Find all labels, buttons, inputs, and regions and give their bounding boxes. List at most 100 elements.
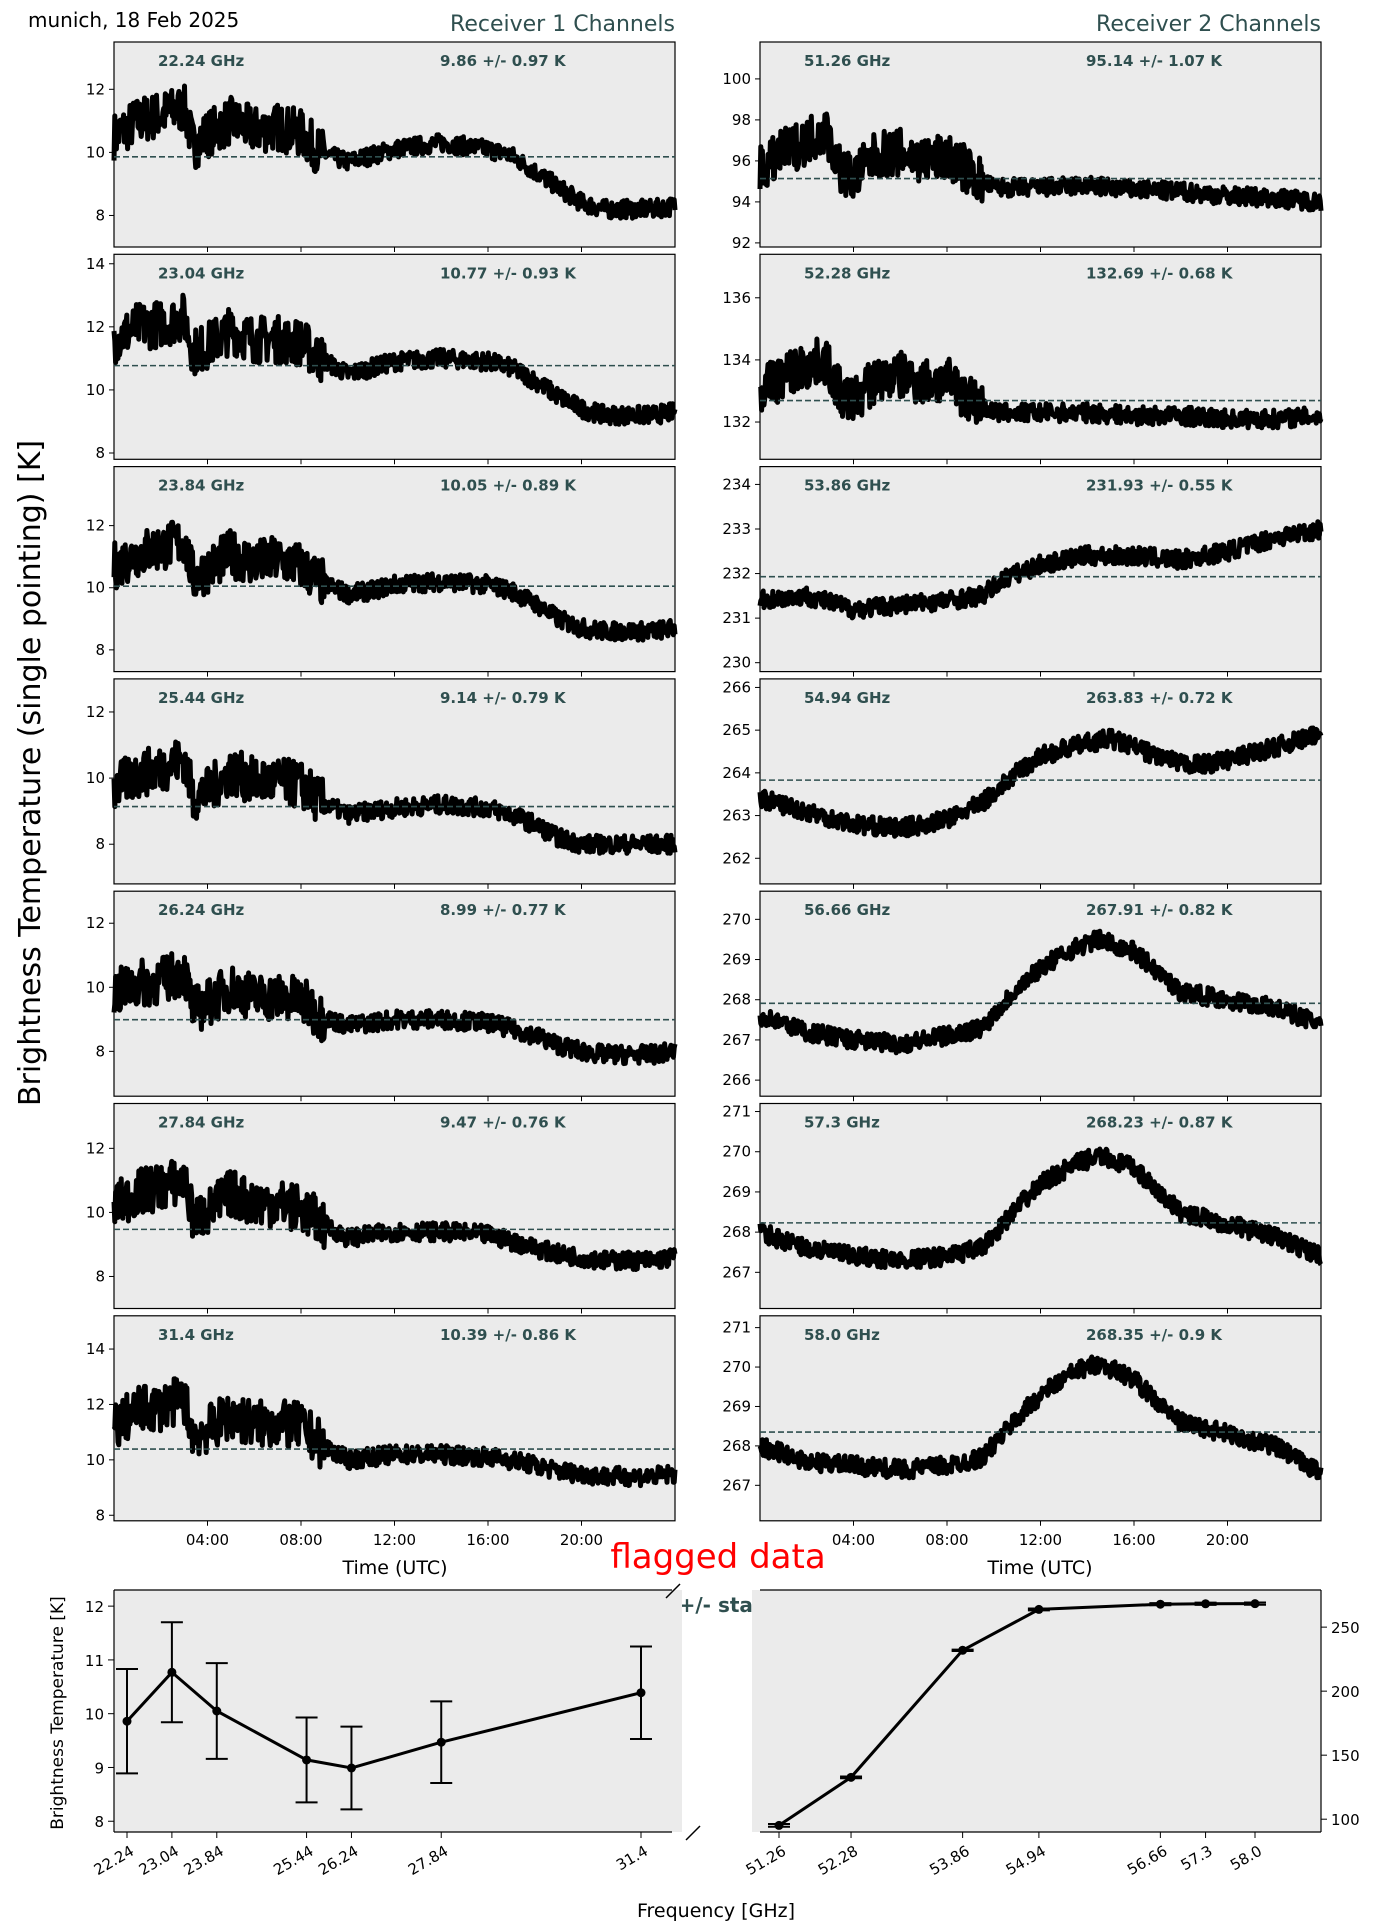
channel-panel: 8 10 12 23.84 GHz 10.05 +/- 0.89 K — [86, 466, 678, 677]
mean-marker — [1034, 1604, 1044, 1614]
y-tick-label: 266 — [722, 678, 751, 696]
panel-background — [759, 41, 1322, 248]
mean-marker — [1155, 1599, 1165, 1609]
summary-y-tick-label-right: 100 — [1331, 1811, 1360, 1829]
y-tick-label: 8 — [95, 641, 105, 659]
y-tick-label: 100 — [722, 70, 751, 88]
channel-stat-label: 263.83 +/- 0.72 K — [1086, 689, 1234, 707]
y-tick-label: 12 — [86, 703, 105, 721]
y-tick-label: 267 — [722, 1263, 751, 1281]
y-tick-label: 8 — [95, 835, 105, 853]
brightness-temperature-trace — [111, 519, 678, 643]
mean-marker — [1201, 1599, 1211, 1609]
y-tick-label: 268 — [722, 1437, 751, 1455]
brightness-temperature-trace — [111, 83, 678, 221]
summary-y-tick-label-right: 200 — [1331, 1683, 1360, 1701]
brightness-temperature-trace — [757, 1146, 1323, 1270]
y-tick-label: 96 — [732, 152, 751, 170]
y-tick-label: 263 — [722, 807, 751, 825]
channel-stat-label: 10.77 +/- 0.93 K — [440, 264, 577, 282]
brightness-temperature-trace — [111, 292, 678, 427]
mean-marker — [436, 1737, 446, 1747]
summary-x-tick-label: 58.0 — [1227, 1842, 1265, 1874]
channel-frequency-label: 58.0 GHz — [804, 1326, 880, 1344]
y-tick-label: 10 — [86, 978, 105, 996]
y-tick-label: 269 — [722, 951, 751, 969]
channel-stat-label: 267.91 +/- 0.82 K — [1086, 901, 1234, 919]
receiver-2-title: Receiver 2 Channels — [1096, 12, 1321, 37]
y-tick-label: 98 — [732, 111, 751, 129]
channel-panel: 8 10 12 14 23.04 GHz 10.77 +/- 0.93 K — [86, 253, 678, 465]
y-tick-label: 269 — [722, 1397, 751, 1415]
x-tick-label: 04:00 — [186, 1531, 229, 1549]
summary-y-tick-label: 9 — [94, 1759, 104, 1777]
y-tick-label: 270 — [722, 1143, 751, 1161]
channel-stat-label: 132.69 +/- 0.68 K — [1086, 264, 1234, 282]
y-tick-label: 8 — [95, 1042, 105, 1060]
channel-stat-label: 268.23 +/- 0.87 K — [1086, 1114, 1234, 1132]
channel-stat-label: 231.93 +/- 0.55 K — [1086, 477, 1234, 495]
summary-x-tick-label: 23.84 — [181, 1842, 227, 1879]
x-tick-label: 04:00 — [832, 1531, 875, 1549]
brightness-temperature-trace — [111, 951, 678, 1067]
y-tick-label: 12 — [86, 517, 105, 535]
summary-y-tick-label: 12 — [85, 1598, 104, 1616]
summary-x-tick-label: 54.94 — [1003, 1842, 1049, 1879]
y-tick-label: 270 — [722, 910, 751, 928]
summary-y-axis-label: Brightness Temperature [K] — [48, 1596, 68, 1829]
channel-frequency-label: 53.86 GHz — [804, 477, 891, 495]
mean-marker — [167, 1667, 177, 1677]
y-tick-label: 132 — [722, 413, 751, 431]
location-date: munich, 18 Feb 2025 — [28, 8, 239, 32]
brightness-temperature-trace — [757, 928, 1324, 1056]
global-y-axis-label: Brightness Temperature (single pointing)… — [13, 440, 48, 1106]
channel-panel: 267 268 269 270 271 58.0 GHz 268.35 +/- 0.9 K 0… — [722, 1315, 1324, 1549]
x-axis-label-left: Time (UTC) — [341, 1557, 447, 1579]
summary-x-tick-label: 53.86 — [926, 1842, 972, 1879]
mean-marker — [122, 1716, 132, 1726]
x-tick-label: 12:00 — [373, 1531, 416, 1549]
summary-x-tick-label: 26.24 — [315, 1842, 361, 1879]
y-tick-label: 92 — [732, 234, 751, 252]
mean-marker — [774, 1820, 784, 1830]
channel-stat-label: 9.14 +/- 0.79 K — [440, 689, 567, 707]
y-tick-label: 267 — [722, 1031, 751, 1049]
mean-marker — [346, 1763, 356, 1773]
panel-background — [759, 1315, 1322, 1522]
y-tick-label: 10 — [86, 1203, 105, 1221]
y-tick-label: 12 — [86, 318, 105, 336]
summary-x-tick-label: 51.26 — [743, 1842, 789, 1879]
channel-frequency-label: 22.24 GHz — [158, 52, 245, 70]
summary-right-background — [752, 1590, 1321, 1832]
channel-frequency-label: 27.84 GHz — [158, 1114, 245, 1132]
channel-stat-label: 9.86 +/- 0.97 K — [440, 52, 567, 70]
channel-panel: 8 10 12 25.44 GHz 9.14 +/- 0.79 K — [86, 678, 678, 889]
axis-break-mark — [685, 1825, 701, 1841]
y-tick-label: 268 — [722, 991, 751, 1009]
summary-y-tick-label: 11 — [85, 1652, 104, 1670]
channel-panel: 267 268 269 270 271 57.3 GHz 268.23 +/- 0.87 K — [722, 1103, 1323, 1314]
summary-x-tick-label: 52.28 — [815, 1842, 861, 1879]
channel-frequency-label: 57.3 GHz — [804, 1114, 880, 1132]
y-tick-label: 94 — [732, 193, 751, 211]
mean-marker — [302, 1755, 312, 1765]
y-tick-label: 136 — [722, 289, 751, 307]
summary-y-tick-label: 8 — [94, 1813, 104, 1831]
y-tick-label: 230 — [722, 654, 751, 672]
panel-background — [113, 1315, 676, 1522]
y-tick-label: 270 — [722, 1358, 751, 1376]
y-tick-label: 8 — [95, 1267, 105, 1285]
y-tick-label: 10 — [86, 769, 105, 787]
channel-frequency-label: 23.04 GHz — [158, 264, 245, 282]
summary-y-tick-label-right: 250 — [1331, 1619, 1360, 1637]
channel-panel: 266 267 268 269 270 56.66 GHz 267.91 +/- 0.82 … — [722, 890, 1324, 1102]
channel-stat-label: 10.39 +/- 0.86 K — [440, 1326, 577, 1344]
summary-x-tick-label: 23.04 — [136, 1842, 182, 1879]
brightness-temperature-trace — [111, 1376, 678, 1489]
channel-panel: 8 10 12 22.24 GHz 9.86 +/- 0.97 K — [86, 41, 678, 252]
channel-panel: 92 94 96 98 100 51.26 GHz 95.14 +/- 1.07 K — [722, 41, 1324, 252]
x-axis-label-right: Time (UTC) — [986, 1557, 1092, 1579]
y-tick-label: 265 — [722, 721, 751, 739]
y-tick-label: 231 — [722, 609, 751, 627]
summary-left-background — [114, 1590, 682, 1832]
